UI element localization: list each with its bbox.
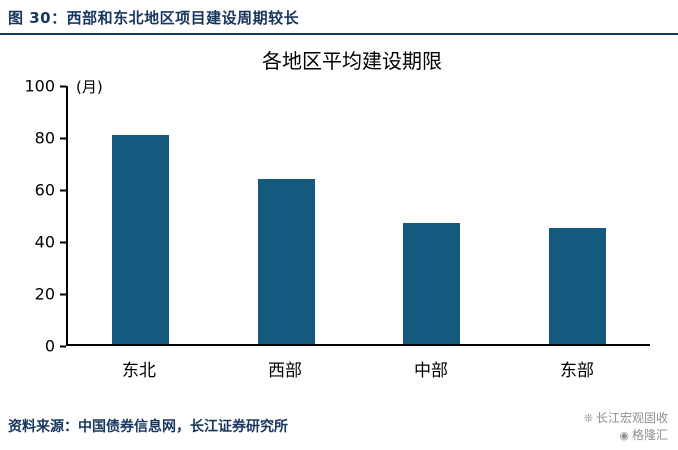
- plot-area: (月): [66, 78, 650, 346]
- y-tick-mark: [60, 189, 66, 191]
- plot-row: 0 20 40 60 80 100 (月): [14, 77, 650, 356]
- x-axis-label: 西部: [268, 361, 302, 381]
- x-axis-label: 中部: [414, 361, 448, 381]
- y-tick-label: 60: [34, 180, 55, 200]
- bars-container: [68, 86, 650, 344]
- y-tick-mark: [60, 137, 66, 139]
- y-tick-label: 20: [34, 284, 55, 304]
- y-tick-mark: [60, 293, 66, 295]
- y-tick-label: 100: [24, 76, 55, 96]
- x-axis-labels: 东北 西部 中部 东部: [66, 346, 650, 381]
- figure-title: 图 30：西部和东北地区项目建设周期较长: [8, 9, 300, 27]
- bar-东北: [112, 135, 170, 344]
- y-tick: 0: [45, 337, 66, 356]
- y-tick: 100: [24, 77, 66, 96]
- y-tick: 60: [35, 181, 66, 200]
- watermark-line-1: ❊ 长江宏观固收: [584, 410, 668, 427]
- y-axis-unit-label: (月): [76, 78, 103, 96]
- bar-东部: [548, 227, 606, 344]
- watermark: ❊ 长江宏观固收 ◉ 格隆汇: [584, 410, 668, 444]
- wechat-icon: ❊: [583, 412, 593, 425]
- source-note: 资料来源：中国债券信息网，长江证券研究所: [8, 419, 288, 435]
- gelonghui-icon: ◉: [619, 429, 629, 442]
- y-axis: 0 20 40 60 80 100: [14, 77, 66, 356]
- y-tick-mark: [60, 241, 66, 243]
- x-axis-label: 东北: [122, 361, 156, 381]
- y-tick-label: 0: [44, 336, 55, 356]
- bar-中部: [403, 222, 461, 344]
- y-tick-mark: [60, 345, 66, 347]
- watermark-account-name: 长江宏观固收: [595, 411, 668, 425]
- y-tick: 20: [35, 285, 66, 304]
- y-tick: 40: [35, 233, 66, 252]
- watermark-platform-name: 格隆汇: [631, 428, 668, 442]
- watermark-line-2: ◉ 格隆汇: [584, 427, 668, 444]
- bar-西部: [257, 178, 315, 344]
- chart-title: 各地区平均建设期限: [262, 49, 442, 73]
- y-tick-label: 80: [34, 128, 55, 148]
- y-tick-mark: [60, 85, 66, 87]
- y-tick-label: 40: [34, 232, 55, 252]
- bar-chart: 各地区平均建设期限 0 20 40 60 80 100 (月) 东北 西部 中部 东部: [14, 45, 650, 381]
- x-axis-label: 东部: [560, 361, 594, 381]
- y-tick: 80: [35, 129, 66, 148]
- x-axis-row: 东北 西部 中部 东部: [14, 346, 650, 381]
- figure-header: 图 30：西部和东北地区项目建设周期较长: [0, 0, 678, 35]
